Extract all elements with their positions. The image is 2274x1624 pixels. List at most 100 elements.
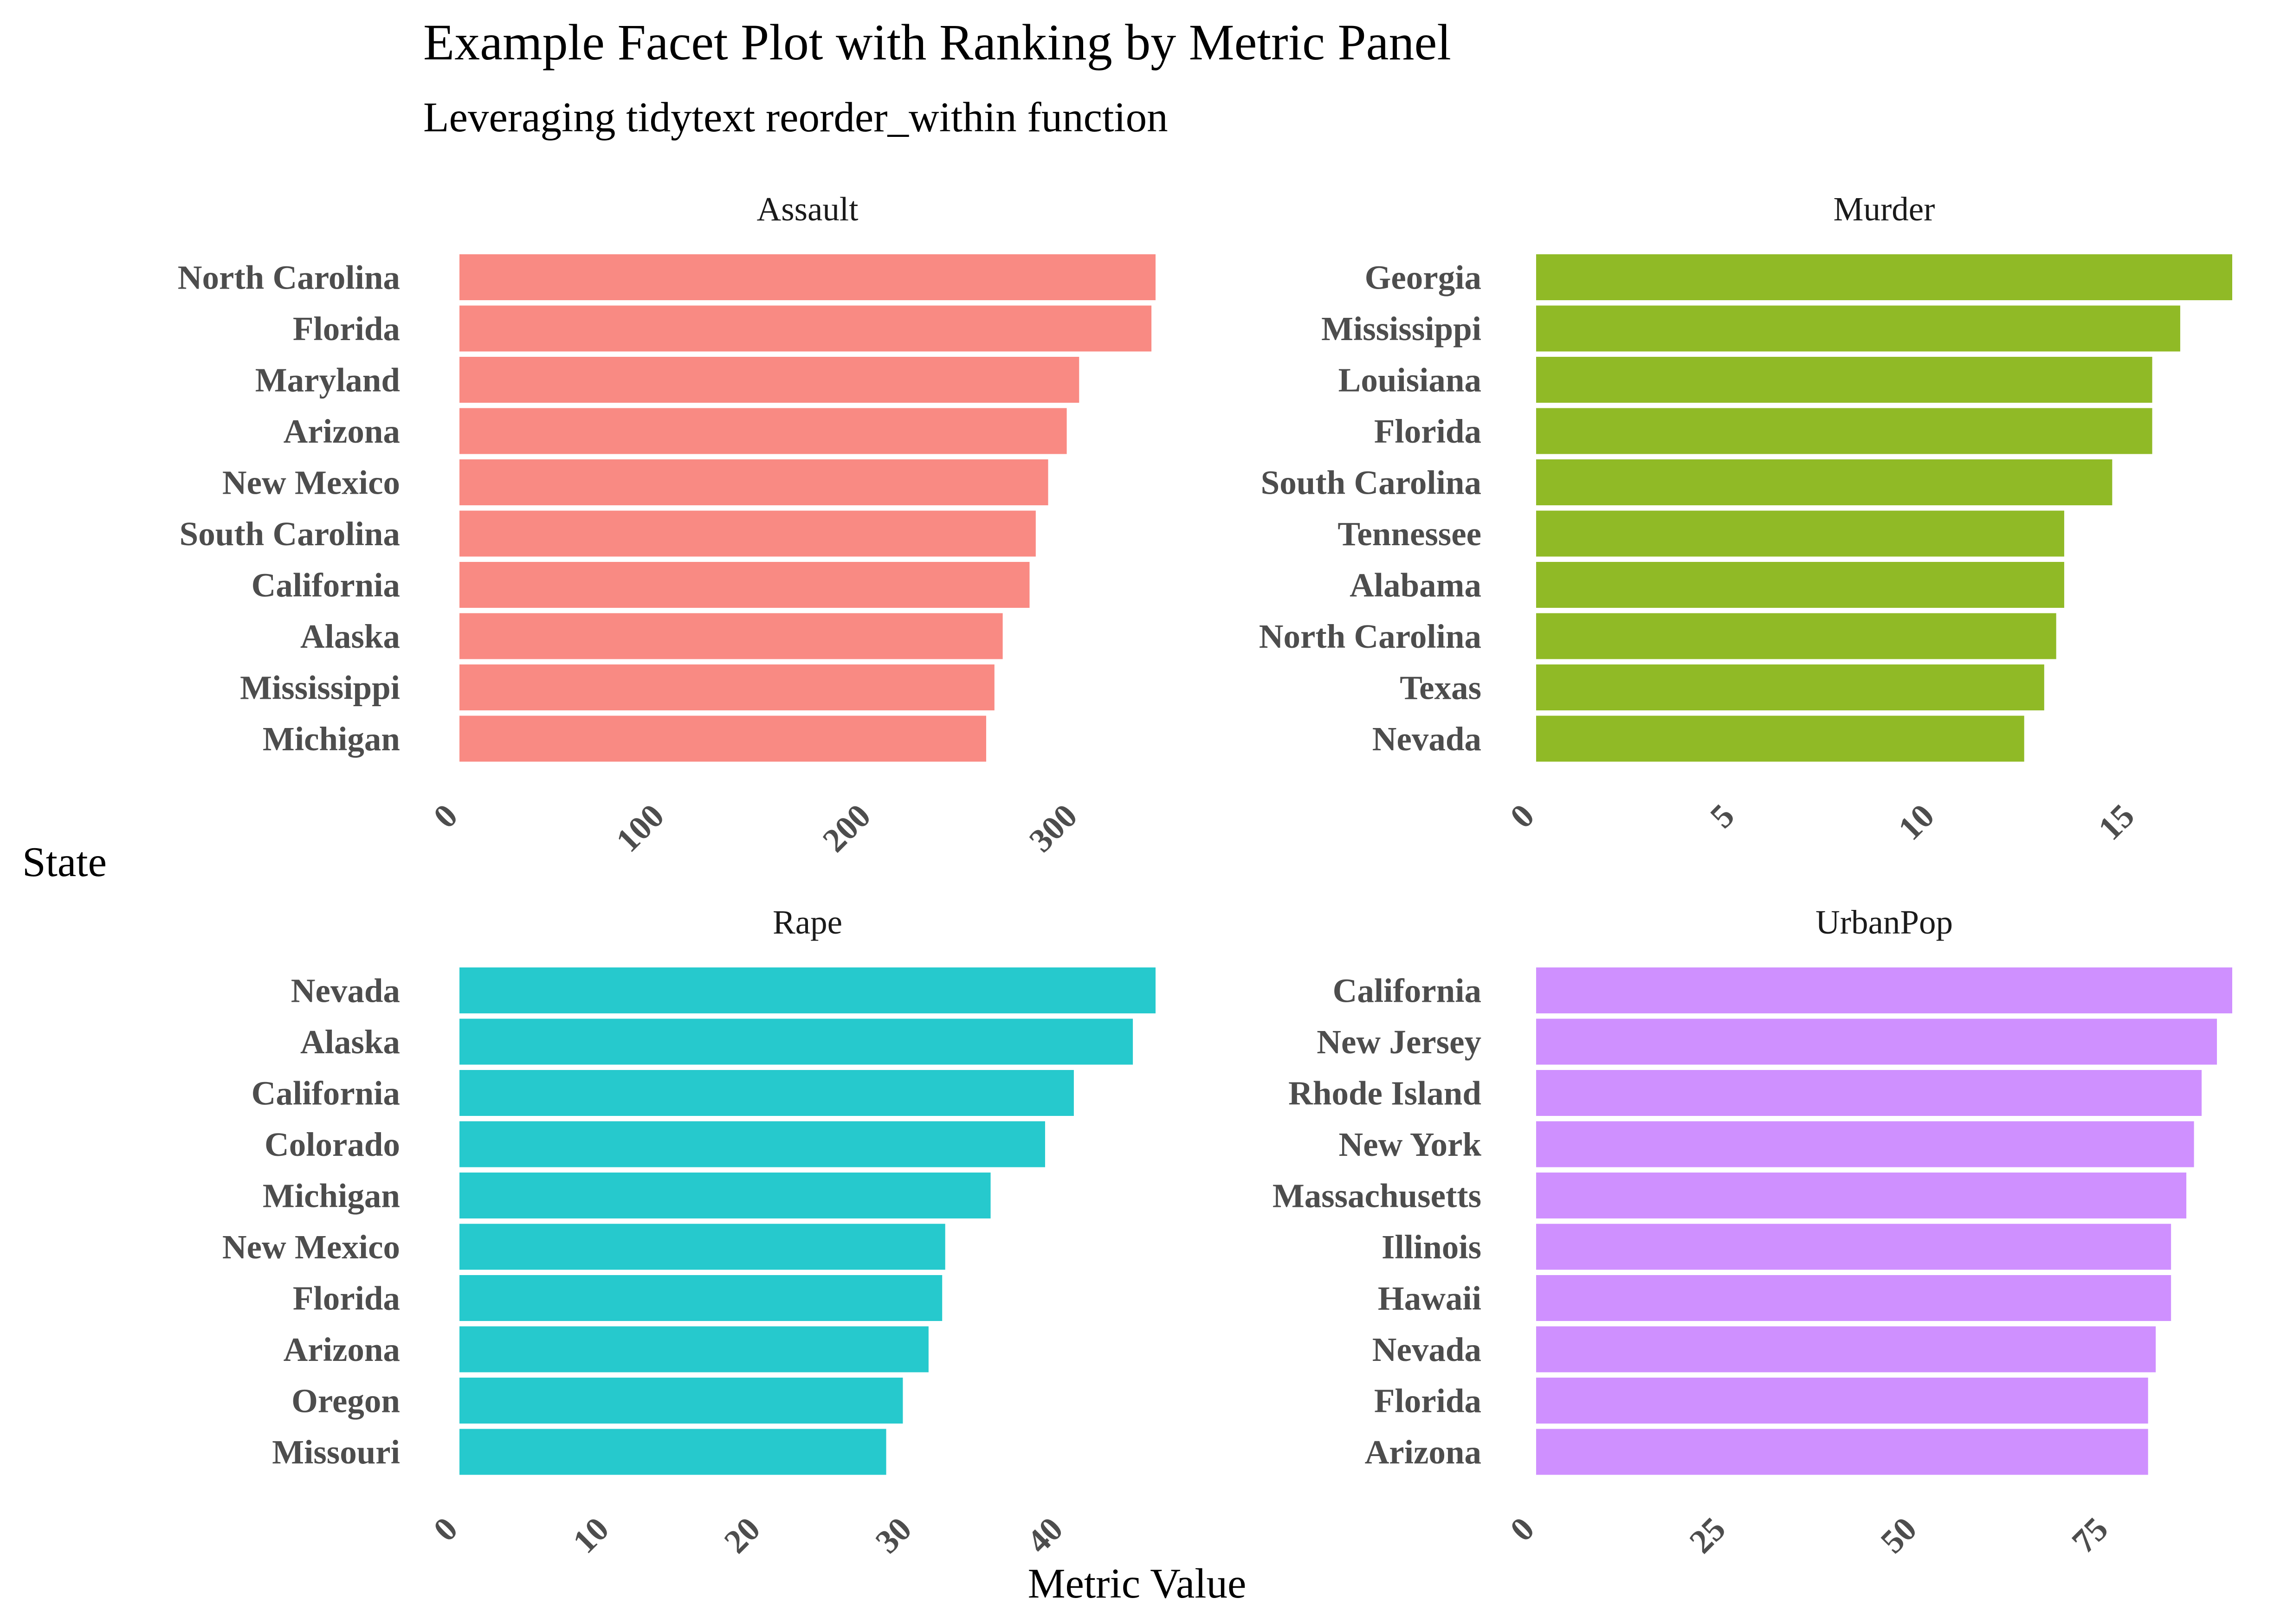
bar-assault — [459, 408, 1067, 454]
bar-murder — [1536, 562, 2064, 608]
x-tick-label-murder: 10 — [1891, 797, 1941, 847]
x-tick-label-rape: 10 — [566, 1510, 616, 1560]
bar-urbanpop — [1536, 1429, 2148, 1475]
x-tick-label-murder: 0 — [1503, 797, 1541, 835]
chart-subtitle: Leveraging tidytext reorder_within funct… — [423, 94, 1168, 141]
category-label-rape: New Mexico — [222, 1228, 400, 1266]
x-tick-label-assault: 200 — [815, 797, 878, 859]
category-label-rape: Alaska — [300, 1023, 400, 1061]
category-label-murder: Alabama — [1350, 567, 1481, 604]
category-label-assault: New Mexico — [222, 464, 400, 502]
bar-rape — [459, 1070, 1074, 1116]
x-axis-label: Metric Value — [1027, 1560, 1247, 1607]
bar-urbanpop — [1536, 1275, 2171, 1321]
x-tick-label-rape: 20 — [717, 1510, 768, 1560]
x-tick-label-murder: 5 — [1703, 797, 1741, 835]
category-label-urbanpop: California — [1333, 972, 1481, 1010]
bar-murder — [1536, 305, 2180, 352]
category-label-urbanpop: New York — [1338, 1126, 1481, 1163]
category-label-urbanpop: Nevada — [1372, 1331, 1481, 1368]
category-label-assault: Arizona — [284, 412, 400, 450]
bar-assault — [459, 664, 995, 710]
x-tick-label-urbanpop: 75 — [2065, 1510, 2115, 1560]
y-axis-label: State — [22, 838, 107, 885]
facet-title-assault: Assault — [757, 190, 859, 228]
bar-urbanpop — [1536, 967, 2232, 1013]
bar-assault — [459, 510, 1036, 557]
bar-murder — [1536, 408, 2152, 454]
x-tick-label-rape: 30 — [868, 1510, 919, 1560]
x-tick-label-murder: 15 — [2091, 797, 2142, 847]
category-label-rape: Nevada — [291, 972, 400, 1010]
category-label-murder: Louisiana — [1338, 361, 1481, 399]
bar-urbanpop — [1536, 1121, 2194, 1167]
x-tick-label-urbanpop: 0 — [1503, 1510, 1541, 1548]
category-label-murder: Mississippi — [1321, 310, 1481, 348]
category-label-rape: California — [252, 1075, 400, 1112]
category-label-rape: Michigan — [263, 1177, 400, 1215]
category-label-assault: Florida — [293, 310, 400, 348]
bar-rape — [459, 967, 1156, 1013]
facet-title-urbanpop: UrbanPop — [1815, 903, 1953, 941]
category-label-rape: Oregon — [291, 1382, 400, 1420]
category-label-murder: South Carolina — [1261, 464, 1481, 502]
bar-assault — [459, 357, 1079, 403]
category-label-murder: Nevada — [1372, 720, 1481, 758]
bar-urbanpop — [1536, 1018, 2217, 1065]
bar-rape — [459, 1173, 991, 1218]
category-label-assault: South Carolina — [180, 515, 400, 553]
x-tick-label-assault: 100 — [609, 797, 672, 859]
category-label-urbanpop: New Jersey — [1317, 1023, 1481, 1061]
bar-urbanpop — [1536, 1070, 2202, 1116]
facet-title-rape: Rape — [773, 903, 842, 941]
bar-urbanpop — [1536, 1326, 2156, 1373]
bar-urbanpop — [1536, 1224, 2171, 1270]
bar-rape — [459, 1326, 929, 1373]
bar-urbanpop — [1536, 1173, 2187, 1218]
chart-title: Example Facet Plot with Ranking by Metri… — [423, 14, 1451, 71]
category-label-urbanpop: Massachusetts — [1273, 1177, 1481, 1215]
category-label-murder: Florida — [1374, 412, 1481, 450]
category-label-assault: Alaska — [300, 618, 400, 655]
bar-murder — [1536, 510, 2064, 557]
category-label-urbanpop: Illinois — [1382, 1228, 1481, 1266]
category-label-urbanpop: Rhode Island — [1288, 1075, 1481, 1112]
x-tick-label-assault: 0 — [426, 797, 465, 835]
category-label-murder: Texas — [1400, 669, 1481, 707]
x-tick-label-rape: 40 — [1020, 1510, 1070, 1560]
bar-murder — [1536, 715, 2024, 762]
bar-assault — [459, 305, 1152, 352]
category-label-assault: Mississippi — [240, 669, 400, 707]
bar-rape — [459, 1018, 1133, 1065]
x-tick-label-rape: 0 — [426, 1510, 465, 1548]
bar-rape — [459, 1121, 1045, 1167]
bar-murder — [1536, 254, 2232, 300]
category-label-assault: North Carolina — [178, 259, 400, 296]
category-label-urbanpop: Hawaii — [1378, 1280, 1481, 1317]
bar-murder — [1536, 459, 2112, 505]
bar-murder — [1536, 357, 2152, 403]
bar-assault — [459, 715, 987, 762]
category-label-urbanpop: Florida — [1374, 1382, 1481, 1420]
category-label-assault: California — [252, 567, 400, 604]
bar-rape — [459, 1224, 945, 1270]
category-label-rape: Missouri — [272, 1433, 400, 1471]
x-tick-label-urbanpop: 25 — [1682, 1510, 1733, 1560]
facet-title-murder: Murder — [1834, 190, 1935, 228]
bar-assault — [459, 562, 1030, 608]
x-tick-label-urbanpop: 50 — [1873, 1510, 1924, 1560]
bar-rape — [459, 1275, 943, 1321]
bar-murder — [1536, 664, 2044, 710]
category-label-rape: Arizona — [284, 1331, 400, 1368]
bar-assault — [459, 613, 1003, 659]
category-label-murder: Georgia — [1365, 259, 1481, 296]
category-label-assault: Michigan — [263, 720, 400, 758]
category-label-assault: Maryland — [255, 361, 400, 399]
bar-rape — [459, 1378, 903, 1424]
category-label-urbanpop: Arizona — [1365, 1433, 1481, 1471]
bar-assault — [459, 459, 1048, 505]
category-label-rape: Colorado — [265, 1126, 400, 1163]
category-label-murder: Tennessee — [1337, 515, 1481, 553]
bar-rape — [459, 1429, 886, 1475]
